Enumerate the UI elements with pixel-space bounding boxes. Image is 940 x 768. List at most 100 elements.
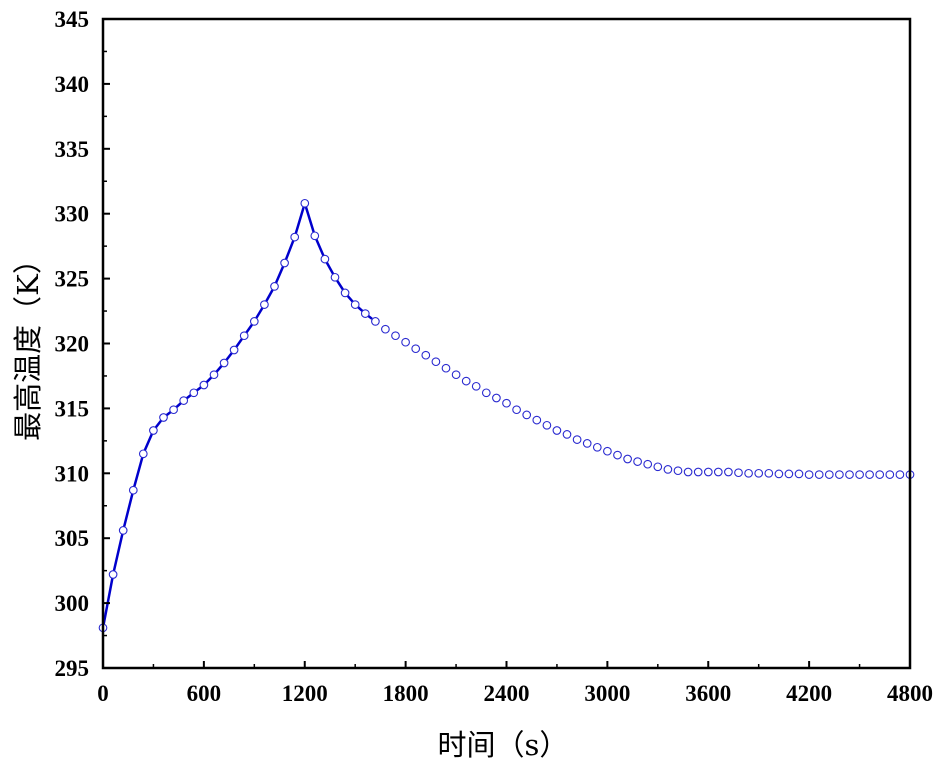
data-point-marker bbox=[340, 288, 350, 298]
data-point-marker bbox=[350, 300, 360, 309]
data-point-marker bbox=[784, 469, 794, 479]
data-point-marker bbox=[814, 470, 824, 479]
x-tick-label: 3600 bbox=[685, 681, 731, 706]
data-point-marker bbox=[229, 345, 239, 355]
data-point-marker bbox=[582, 439, 592, 448]
data-point-marker bbox=[764, 468, 774, 478]
x-tick-label: 4800 bbox=[887, 681, 933, 706]
data-point-marker bbox=[613, 450, 622, 460]
data-point-marker bbox=[330, 272, 340, 282]
data-point-marker bbox=[310, 231, 320, 241]
data-point-marker bbox=[270, 282, 279, 291]
y-tick-label: 305 bbox=[55, 526, 90, 551]
data-point-marker bbox=[542, 420, 552, 430]
data-point-marker bbox=[199, 380, 209, 390]
axis-ticks: 295 300 305 310 315 320 325 330 335 340 345 0 600 120… bbox=[55, 7, 934, 706]
data-point-marker bbox=[592, 442, 602, 452]
data-point-marker bbox=[885, 470, 895, 479]
data-point-marker bbox=[522, 410, 532, 420]
data-point-marker bbox=[754, 468, 764, 478]
data-point-marker bbox=[845, 470, 854, 479]
data-point-marker bbox=[713, 467, 723, 477]
data-point-marker bbox=[744, 468, 753, 478]
data-point-marker bbox=[835, 470, 844, 479]
y-tick-label: 340 bbox=[55, 72, 90, 97]
data-point-marker bbox=[401, 337, 410, 347]
data-point-marker bbox=[431, 357, 441, 367]
data-point-marker bbox=[481, 388, 491, 398]
data-point-marker bbox=[633, 457, 642, 466]
data-point-marker bbox=[290, 232, 300, 242]
data-point-marker bbox=[381, 324, 390, 334]
data-point-marker bbox=[421, 350, 431, 360]
data-point-marker bbox=[865, 470, 874, 479]
series-line bbox=[101, 202, 373, 629]
data-point-marker bbox=[451, 370, 461, 380]
data-point-marker bbox=[280, 258, 289, 268]
data-point-marker bbox=[138, 449, 148, 459]
y-tick-label: 320 bbox=[55, 332, 90, 357]
data-point-marker bbox=[118, 526, 128, 535]
data-point-marker bbox=[794, 469, 804, 479]
y-axis-title: 最高温度（K） bbox=[11, 245, 45, 441]
x-tick-label: 2400 bbox=[484, 681, 530, 706]
y-tick-label: 325 bbox=[55, 267, 90, 292]
data-point-marker bbox=[219, 358, 229, 368]
data-point-marker bbox=[724, 467, 733, 477]
x-tick-label: 600 bbox=[187, 681, 222, 706]
data-point-marker bbox=[562, 430, 572, 439]
x-tick-label: 4200 bbox=[786, 681, 832, 706]
data-point-marker bbox=[693, 467, 703, 477]
data-point-marker bbox=[875, 470, 885, 479]
y-tick-label: 300 bbox=[55, 591, 90, 616]
data-point-marker bbox=[623, 454, 632, 464]
data-point-marker bbox=[320, 254, 330, 264]
data-point-marker bbox=[441, 363, 451, 373]
data-point-marker bbox=[492, 393, 501, 403]
data-point-marker bbox=[895, 470, 905, 479]
data-point-marker bbox=[159, 413, 168, 422]
y-tick-label: 335 bbox=[55, 137, 90, 162]
data-point-marker bbox=[371, 317, 380, 326]
data-point-marker bbox=[260, 300, 269, 309]
plot-frame bbox=[101, 17, 912, 670]
data-point-marker bbox=[673, 466, 683, 476]
y-tick-label: 345 bbox=[55, 7, 90, 32]
data-point-marker bbox=[502, 398, 511, 408]
data-point-marker bbox=[471, 381, 481, 391]
x-tick-label: 0 bbox=[97, 681, 109, 706]
data-point-marker bbox=[391, 331, 400, 341]
data-point-marker bbox=[703, 467, 713, 477]
y-tick-label: 310 bbox=[55, 461, 90, 486]
x-tick-label: 3000 bbox=[584, 681, 630, 706]
data-point-marker bbox=[300, 198, 310, 208]
data-point-marker bbox=[209, 370, 219, 380]
y-tick-label: 315 bbox=[55, 396, 90, 421]
data-point-marker bbox=[572, 435, 582, 444]
data-point-marker bbox=[128, 485, 138, 495]
data-point-marker bbox=[239, 331, 249, 341]
data-point-marker bbox=[603, 446, 612, 456]
x-tick-label: 1800 bbox=[383, 681, 429, 706]
data-point-marker bbox=[804, 470, 814, 479]
y-tick-label: 295 bbox=[55, 656, 90, 681]
data-point-marker bbox=[855, 470, 864, 479]
plot-marks bbox=[98, 198, 915, 633]
x-axis-title: 时间（s） bbox=[438, 728, 569, 762]
data-point-marker bbox=[512, 405, 521, 415]
data-point-marker bbox=[552, 426, 562, 435]
data-point-marker bbox=[824, 470, 834, 479]
data-point-marker bbox=[149, 426, 158, 435]
data-point-marker bbox=[643, 459, 653, 469]
data-point-marker bbox=[461, 376, 471, 386]
data-point-marker bbox=[532, 415, 542, 425]
data-point-marker bbox=[189, 388, 199, 398]
data-point-marker bbox=[249, 317, 259, 326]
data-point-marker bbox=[663, 465, 673, 474]
y-tick-label: 330 bbox=[55, 202, 90, 227]
data-point-marker bbox=[774, 469, 784, 479]
data-point-marker bbox=[179, 396, 189, 405]
data-point-marker bbox=[653, 462, 663, 472]
data-point-marker bbox=[734, 468, 743, 478]
